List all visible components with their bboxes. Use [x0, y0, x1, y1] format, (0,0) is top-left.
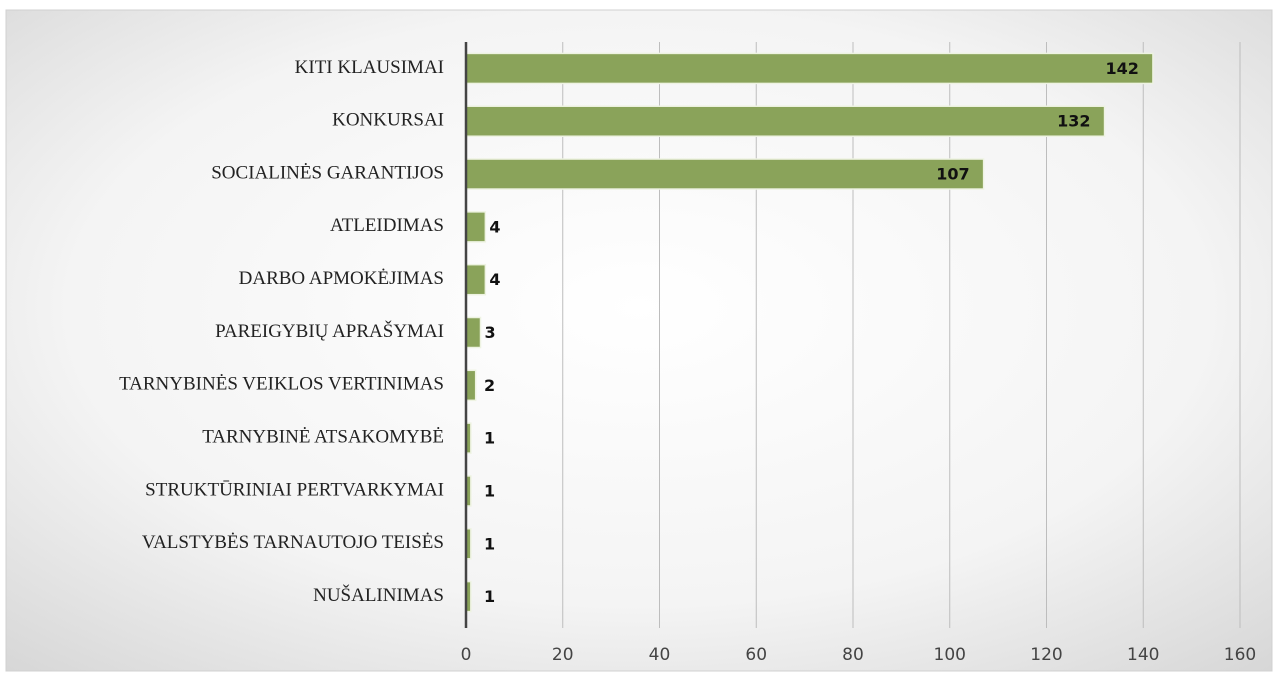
y-tick-label: TARNYBINĖS VEIKLOS VERTINIMAS [119, 374, 444, 395]
bar [465, 211, 487, 243]
bar [465, 105, 1106, 137]
bar [465, 369, 477, 402]
y-tick-label: SOCIALINĖS GARANTIJOS [211, 162, 444, 183]
x-tick-label: 20 [552, 645, 574, 665]
data-label: 1 [484, 481, 495, 500]
y-tick-label: KONKURSAI [332, 110, 444, 131]
y-tick-label: NUŠALINIMAS [313, 584, 444, 606]
data-label: 132 [1057, 112, 1090, 131]
y-tick-label: KITI KLAUSIMAI [295, 57, 444, 78]
data-label: 1 [484, 429, 495, 448]
y-tick-label: VALSTYBĖS TARNAUTOJO TEISĖS [142, 532, 444, 553]
data-label: 107 [936, 165, 969, 184]
x-tick-label: 120 [1030, 645, 1062, 665]
y-tick-label: ATLEIDIMAS [330, 215, 444, 236]
x-tick-label: 80 [842, 645, 864, 665]
x-tick-label: 140 [1127, 645, 1159, 665]
data-label: 1 [484, 587, 495, 606]
x-tick-label: 60 [745, 645, 767, 665]
y-tick-label: STRUKTŪRINIAI PERTVARKYMAI [145, 479, 444, 500]
bar [465, 158, 985, 190]
bar [465, 52, 1154, 85]
x-tick-label: 40 [649, 645, 671, 665]
bar [465, 263, 487, 296]
bar [465, 316, 482, 349]
y-tick-label: PAREIGYBIŲ APRAŠYMAI [215, 320, 444, 342]
data-label: 1 [484, 534, 495, 553]
data-label: 4 [489, 217, 500, 236]
y-tick-label: DARBO APMOKĖJIMAS [239, 268, 444, 289]
data-label: 142 [1106, 59, 1139, 78]
x-tick-label: 100 [934, 645, 966, 665]
x-tick-label: 0 [461, 645, 472, 665]
data-label: 2 [484, 376, 495, 395]
data-label: 4 [489, 270, 500, 289]
data-label: 3 [485, 323, 496, 342]
x-tick-label: 160 [1224, 645, 1256, 665]
y-tick-label: TARNYBINĖ ATSAKOMYBĖ [202, 426, 444, 447]
